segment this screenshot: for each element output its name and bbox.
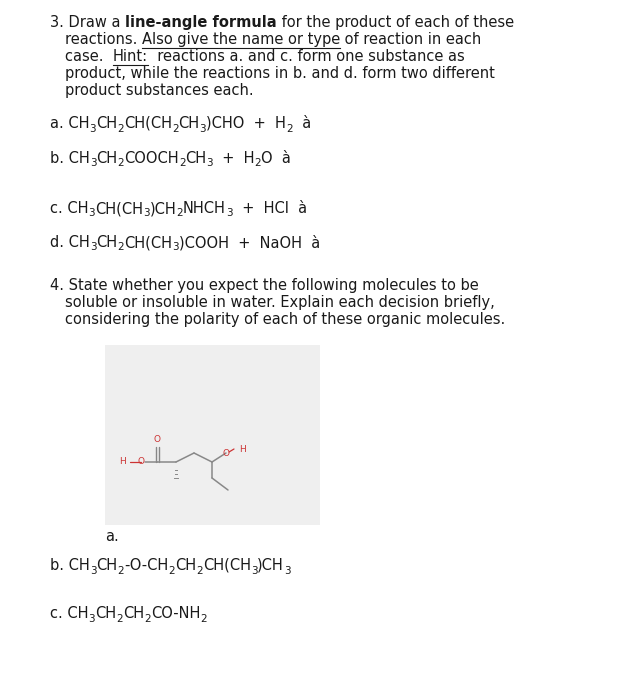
- Text: CH: CH: [96, 235, 117, 250]
- Text: 3. Draw a: 3. Draw a: [50, 15, 125, 30]
- Text: COOCH: COOCH: [124, 151, 179, 166]
- Text: 2: 2: [117, 123, 124, 134]
- Text: considering the polarity of each of these organic molecules.: considering the polarity of each of thes…: [65, 312, 506, 327]
- Text: 3: 3: [89, 613, 95, 624]
- Text: H: H: [119, 458, 126, 466]
- Text: 3: 3: [251, 566, 257, 575]
- Text: 3: 3: [90, 123, 96, 134]
- Text: 3: 3: [143, 209, 149, 218]
- Text: b. CH: b. CH: [50, 558, 90, 573]
- Text: 2: 2: [117, 242, 124, 253]
- Text: CH(CH: CH(CH: [95, 201, 143, 216]
- Text: O: O: [153, 435, 161, 444]
- Text: +  H: + H: [213, 151, 254, 166]
- Text: soluble or insoluble in water. Explain each decision briefly,: soluble or insoluble in water. Explain e…: [65, 295, 495, 310]
- Text: O  à: O à: [261, 151, 291, 166]
- Text: a.: a.: [105, 529, 119, 544]
- Text: 2: 2: [117, 158, 124, 169]
- Text: of reaction in each: of reaction in each: [340, 32, 482, 47]
- Text: 4. State whether you expect the following molecules to be: 4. State whether you expect the followin…: [50, 278, 479, 293]
- Text: 2: 2: [254, 158, 261, 169]
- Text: CH(CH: CH(CH: [124, 235, 172, 250]
- Text: NHCH: NHCH: [183, 201, 226, 216]
- Text: CH: CH: [95, 606, 116, 621]
- Text: CH: CH: [123, 606, 144, 621]
- Text: 3: 3: [90, 158, 96, 169]
- Text: à: à: [293, 116, 311, 131]
- Text: 2: 2: [117, 566, 124, 575]
- Text: 2: 2: [116, 613, 123, 624]
- Bar: [105, 345, 320, 525]
- Text: 2: 2: [179, 158, 185, 169]
- Text: case.: case.: [65, 49, 113, 64]
- Text: H: H: [239, 444, 246, 454]
- Text: 3: 3: [90, 566, 96, 575]
- Text: d. CH: d. CH: [50, 235, 90, 250]
- Text: 3: 3: [89, 209, 95, 218]
- Text: 3: 3: [207, 158, 213, 169]
- Text: 2: 2: [286, 123, 293, 134]
- Text: product, while the reactions in b. and d. form two different: product, while the reactions in b. and d…: [65, 66, 495, 81]
- Text: )CH: )CH: [149, 201, 176, 216]
- Text: -O-CH: -O-CH: [124, 558, 168, 573]
- Text: 3: 3: [90, 242, 96, 253]
- Text: 2: 2: [168, 566, 175, 575]
- Text: CH(CH: CH(CH: [203, 558, 251, 573]
- Text: CH: CH: [96, 116, 117, 131]
- Text: 3: 3: [226, 209, 232, 218]
- Text: reactions a. and c. form one substance as: reactions a. and c. form one substance a…: [148, 49, 465, 64]
- Text: 2: 2: [196, 566, 203, 575]
- Text: b. CH: b. CH: [50, 151, 90, 166]
- Text: c. CH: c. CH: [50, 201, 89, 216]
- Text: 2: 2: [176, 209, 183, 218]
- Text: CH: CH: [96, 151, 117, 166]
- Text: reactions.: reactions.: [65, 32, 142, 47]
- Text: +  HCl  à: + HCl à: [232, 201, 306, 216]
- Text: )COOH  +  NaOH  à: )COOH + NaOH à: [179, 234, 320, 250]
- Text: 3: 3: [172, 242, 179, 253]
- Text: CH(CH: CH(CH: [124, 116, 172, 131]
- Text: a. CH: a. CH: [50, 116, 90, 131]
- Text: CO-NH: CO-NH: [151, 606, 200, 621]
- Text: product substances each.: product substances each.: [65, 83, 254, 98]
- Text: c. CH: c. CH: [50, 606, 89, 621]
- Text: )CH: )CH: [257, 558, 284, 573]
- Text: O: O: [222, 449, 229, 458]
- Text: )CHO  +  H: )CHO + H: [206, 116, 286, 131]
- Text: CH: CH: [96, 558, 117, 573]
- Text: for the product of each of these: for the product of each of these: [277, 15, 514, 30]
- Text: CH: CH: [185, 151, 207, 166]
- Text: 2: 2: [144, 613, 151, 624]
- Text: 3: 3: [284, 566, 291, 575]
- Text: line-angle formula: line-angle formula: [125, 15, 277, 30]
- Text: 2: 2: [200, 613, 207, 624]
- Text: CH: CH: [175, 558, 196, 573]
- Text: Also give the name or type: Also give the name or type: [142, 32, 340, 47]
- Text: O: O: [138, 458, 144, 466]
- Text: CH: CH: [178, 116, 200, 131]
- Text: Hint:: Hint:: [113, 49, 148, 64]
- Text: 3: 3: [200, 123, 206, 134]
- Text: 2: 2: [172, 123, 178, 134]
